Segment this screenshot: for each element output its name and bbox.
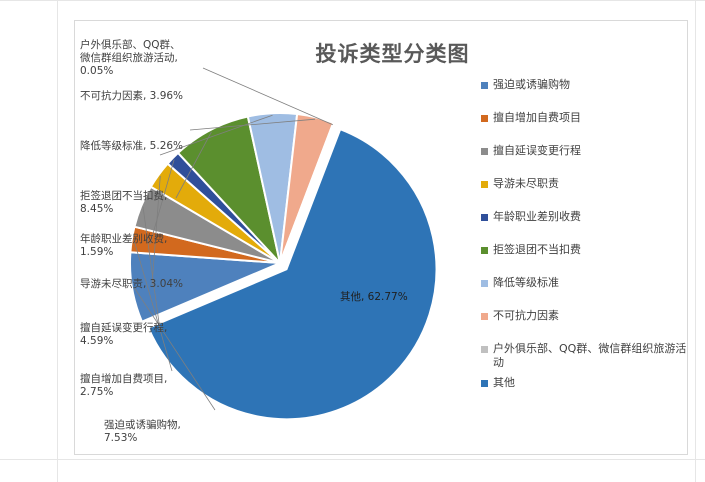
- legend-swatch-0: [481, 82, 488, 89]
- pie-slice-8[interactable]: [279, 121, 336, 264]
- legend-swatch-3: [481, 181, 488, 188]
- data-label-2: 擅自延误变更行程, 4.59%: [80, 321, 167, 347]
- chart-title-text: 投诉类型分类图: [315, 41, 470, 66]
- legend-label-9: 其他: [493, 376, 515, 389]
- legend-item-9: 其他: [481, 376, 701, 409]
- data-label-9: 其他, 62.77%: [340, 290, 408, 303]
- leader-line-8: [202, 67, 333, 126]
- legend-label-0: 强迫或诱骗购物: [493, 78, 570, 91]
- legend-label-6: 降低等级标准: [493, 276, 559, 289]
- data-label-3: 导游未尽职责, 3.04%: [80, 277, 183, 290]
- data-label-6: 降低等级标准, 5.26%: [80, 139, 183, 152]
- legend-swatch-5: [481, 247, 488, 254]
- leader-line-0: [133, 287, 216, 411]
- legend-item-1: 擅自增加自费项目: [481, 111, 701, 144]
- leader-line-3: [151, 175, 161, 286]
- legend-item-4: 年龄职业差别收费: [481, 210, 701, 243]
- legend: 强迫或诱骗购物 擅自增加自费项目 擅自延误变更行程 导游未尽职责年龄职业差别收费 拒签退…: [481, 78, 701, 409]
- legend-swatch-6: [481, 280, 488, 287]
- data-label-8: 户外俱乐部、QQ群、微信群组织旅游活动, 0.05%: [80, 38, 181, 77]
- data-label-0: 强迫或诱骗购物, 7.53%: [104, 418, 181, 444]
- leader-line-1: [133, 239, 173, 372]
- legend-swatch-4: [481, 214, 488, 221]
- data-label-5: 拒签退团不当扣费, 8.45%: [80, 189, 167, 215]
- legend-swatch-7: [481, 313, 488, 320]
- legend-item-0: 强迫或诱骗购物: [481, 78, 701, 111]
- leader-line-7: [189, 118, 316, 131]
- legend-swatch-2: [481, 148, 488, 155]
- legend-label-5: 拒签退团不当扣费: [493, 243, 581, 256]
- legend-label-1: 擅自增加自费项目: [493, 111, 581, 124]
- legend-label-8: 户外俱乐部、QQ群、微信群组织旅游活动: [493, 342, 687, 369]
- legend-label-3: 导游未尽职责: [493, 177, 559, 190]
- leader-line-6: [159, 114, 273, 156]
- legend-item-7: 不可抗力因素: [481, 309, 701, 342]
- legend-swatch-9: [481, 380, 488, 387]
- pie-slice-9[interactable]: [147, 127, 438, 421]
- legend-item-3: 导游未尽职责: [481, 177, 701, 210]
- leader-line-5: [175, 131, 212, 199]
- legend-item-2: 擅自延误变更行程: [481, 144, 701, 177]
- legend-label-4: 年龄职业差别收费: [493, 210, 581, 223]
- leader-line-2: [142, 206, 161, 331]
- legend-swatch-8: [481, 346, 488, 353]
- data-label-4: 年龄职业差别收费, 1.59%: [80, 232, 167, 258]
- legend-label-7: 不可抗力因素: [493, 309, 559, 322]
- data-label-1: 擅自增加自费项目, 2.75%: [80, 372, 167, 398]
- legend-swatch-1: [481, 115, 488, 122]
- legend-item-6: 降低等级标准: [481, 276, 701, 309]
- chart-title: 投诉类型分类图: [0, 38, 705, 68]
- legend-item-8: 户外俱乐部、QQ群、微信群组织旅游活动: [481, 342, 701, 376]
- legend-label-2: 擅自延误变更行程: [493, 144, 581, 157]
- data-label-7: 不可抗力因素, 3.96%: [80, 89, 183, 102]
- legend-item-5: 拒签退团不当扣费: [481, 243, 701, 276]
- leader-line-4: [149, 159, 175, 245]
